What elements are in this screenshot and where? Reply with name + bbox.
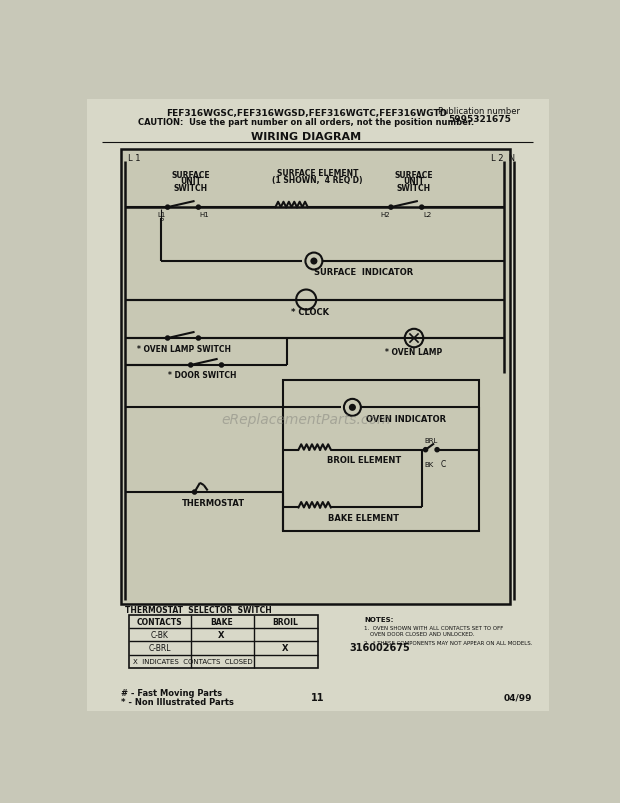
- Text: L 1: L 1: [128, 153, 140, 162]
- Circle shape: [350, 406, 355, 410]
- Text: X: X: [218, 630, 224, 639]
- Text: 11: 11: [311, 692, 324, 702]
- Circle shape: [166, 336, 169, 340]
- Text: SURFACE ELEMENT: SURFACE ELEMENT: [277, 169, 358, 177]
- Bar: [283, 381, 479, 531]
- Circle shape: [423, 448, 427, 452]
- Text: UNIT: UNIT: [180, 177, 202, 186]
- Text: SURFACE: SURFACE: [171, 170, 210, 179]
- Circle shape: [188, 364, 193, 368]
- Text: 2.  * THESE COMPONENTS MAY NOT APPEAR ON ALL MODELS.: 2. * THESE COMPONENTS MAY NOT APPEAR ON …: [364, 641, 533, 646]
- Text: L2: L2: [423, 212, 432, 218]
- Text: BROIL ELEMENT: BROIL ELEMENT: [327, 455, 401, 465]
- Circle shape: [166, 206, 169, 210]
- Text: L 2  N: L 2 N: [491, 153, 515, 162]
- Text: SWITCH: SWITCH: [397, 184, 431, 194]
- Text: eReplacementParts.com: eReplacementParts.com: [221, 413, 391, 426]
- Text: Publication number: Publication number: [438, 108, 520, 116]
- Text: (1 SHOWN,  4 REQ'D): (1 SHOWN, 4 REQ'D): [273, 176, 363, 185]
- Text: 04/99: 04/99: [503, 692, 532, 702]
- Text: BAKE: BAKE: [210, 618, 233, 626]
- Circle shape: [311, 259, 317, 264]
- Text: 1.  OVEN SHOWN WITH ALL CONTACTS SET TO OFF: 1. OVEN SHOWN WITH ALL CONTACTS SET TO O…: [364, 626, 503, 630]
- Text: * OVEN LAMP: * OVEN LAMP: [386, 348, 443, 357]
- Text: 5995321675: 5995321675: [448, 115, 511, 124]
- Text: * OVEN LAMP SWITCH: * OVEN LAMP SWITCH: [137, 344, 231, 353]
- Text: C-BRL: C-BRL: [149, 644, 171, 653]
- Bar: [122, 150, 510, 604]
- Text: BRL: BRL: [424, 438, 437, 444]
- Text: THERMOSTAT  SELECTOR  SWITCH: THERMOSTAT SELECTOR SWITCH: [125, 605, 272, 613]
- Text: THERMOSTAT: THERMOSTAT: [182, 499, 246, 507]
- Text: H1: H1: [200, 212, 210, 218]
- Text: 316002675: 316002675: [349, 642, 410, 652]
- Text: CONTACTS: CONTACTS: [137, 618, 183, 626]
- Text: # - Fast Moving Parts: # - Fast Moving Parts: [122, 688, 223, 697]
- Text: X: X: [282, 644, 289, 653]
- Text: BROIL: BROIL: [272, 618, 298, 626]
- Text: BAKE ELEMENT: BAKE ELEMENT: [329, 513, 399, 522]
- Text: WIRING DIAGRAM: WIRING DIAGRAM: [251, 132, 361, 141]
- Text: NOTES:: NOTES:: [364, 617, 393, 622]
- Circle shape: [389, 206, 393, 210]
- Text: * CLOCK: * CLOCK: [291, 308, 329, 317]
- Text: OVEN DOOR CLOSED AND UNLOCKED.: OVEN DOOR CLOSED AND UNLOCKED.: [370, 631, 475, 637]
- Circle shape: [197, 336, 200, 340]
- Text: OVEN INDICATOR: OVEN INDICATOR: [366, 414, 446, 423]
- Text: * - Non Illustrated Parts: * - Non Illustrated Parts: [122, 697, 234, 706]
- Text: SURFACE  INDICATOR: SURFACE INDICATOR: [314, 268, 414, 277]
- Text: FEF316WGSC,FEF316WGSD,FEF316WGTC,FEF316WGTD: FEF316WGSC,FEF316WGSD,FEF316WGTC,FEF316W…: [166, 108, 447, 118]
- Text: UNIT: UNIT: [404, 177, 425, 186]
- Text: CAUTION:  Use the part number on all orders, not the position number.: CAUTION: Use the part number on all orde…: [138, 118, 474, 127]
- Circle shape: [197, 206, 200, 210]
- Text: SWITCH: SWITCH: [174, 184, 208, 194]
- Circle shape: [219, 364, 223, 368]
- Bar: [129, 615, 317, 668]
- Text: C: C: [441, 459, 446, 468]
- Text: P: P: [159, 218, 164, 224]
- Text: H2: H2: [380, 212, 389, 218]
- Circle shape: [193, 491, 197, 495]
- Text: X  INDICATES  CONTACTS  CLOSED: X INDICATES CONTACTS CLOSED: [133, 658, 252, 664]
- Text: * DOOR SWITCH: * DOOR SWITCH: [167, 371, 236, 380]
- Text: C-BK: C-BK: [151, 630, 169, 639]
- Text: BK: BK: [424, 461, 433, 467]
- Text: SURFACE: SURFACE: [395, 170, 433, 179]
- Text: L1: L1: [157, 212, 166, 218]
- Circle shape: [435, 448, 439, 452]
- Circle shape: [420, 206, 423, 210]
